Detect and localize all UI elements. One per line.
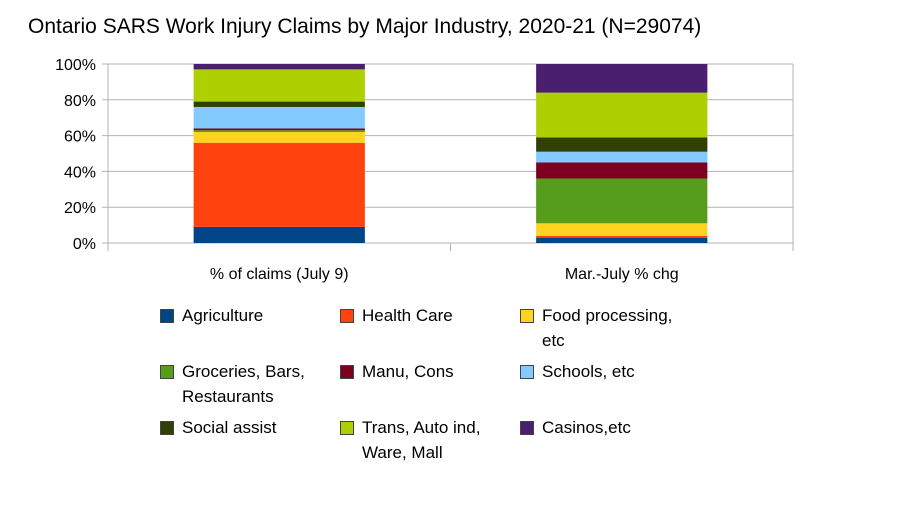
legend-swatch (160, 421, 174, 435)
legend-swatch (340, 309, 354, 323)
bar-segment (193, 101, 365, 107)
bar-segment (536, 162, 708, 179)
x-axis-ticks: % of claims (July 9) Mar.-July % chg (210, 266, 679, 283)
chart-title: Ontario SARS Work Injury Claims by Major… (28, 15, 702, 38)
x-tick-label: Mar.-July % chg (565, 266, 679, 283)
legend-entry: Trans, Auto ind, Ware, Mall (340, 415, 520, 465)
bar-segment (536, 92, 708, 138)
legend-label: Groceries, Bars, Restaurants (182, 362, 305, 406)
legend-label: Social assist (182, 418, 277, 437)
bar-segment (536, 151, 708, 163)
bar-segment (193, 128, 365, 131)
legend-entry: Social assist (160, 415, 340, 465)
legend-label: Casinos,etc (542, 418, 631, 437)
legend-swatch (340, 365, 354, 379)
legend-swatch (520, 365, 534, 379)
bar-segment (536, 178, 708, 224)
bar-segment (193, 226, 365, 243)
y-tick-label: 0% (73, 236, 96, 253)
bars (193, 64, 708, 243)
y-axis-ticks: 0% 20% 40% 60% 80% 100% (55, 57, 96, 253)
legend-entry: Agriculture (160, 303, 340, 353)
y-tick-label: 80% (64, 93, 96, 110)
bar-segment (536, 237, 708, 243)
legend-entry: Health Care (340, 303, 520, 353)
legend-entry: Food processing, etc (520, 303, 720, 353)
legend-label: Health Care (362, 306, 453, 325)
legend-label: Manu, Cons (362, 362, 454, 381)
legend-entry: Groceries, Bars, Restaurants (160, 359, 340, 409)
legend-swatch (340, 421, 354, 435)
bar-segment (193, 142, 365, 227)
y-tick-label: 40% (64, 164, 96, 181)
legend-entry: Casinos,etc (520, 415, 720, 465)
legend-label: Agriculture (182, 306, 264, 325)
x-tick-label: % of claims (July 9) (210, 266, 349, 283)
bar-segment (193, 106, 365, 129)
bar-segment (193, 64, 365, 70)
bar-segment (193, 69, 365, 102)
bar-segment (193, 132, 365, 143)
legend-entry: Manu, Cons (340, 359, 520, 409)
legend-swatch (520, 421, 534, 435)
legend-label: Trans, Auto ind, Ware, Mall (362, 418, 481, 462)
bar-segment (536, 137, 708, 152)
legend-label: Schools, etc (542, 362, 635, 381)
y-tick-label: 20% (64, 200, 96, 217)
y-tick-label: 60% (64, 129, 96, 146)
legend-label: Food processing, etc (542, 306, 673, 350)
legend-swatch (160, 309, 174, 323)
stacked-bar-chart: 0% 20% 40% 60% 80% 100% % of claims (July 9) M… (55, 57, 794, 283)
bar-segment (193, 130, 365, 133)
bar-segment (536, 223, 708, 236)
legend: Agriculture Health Care Food processing, e… (160, 303, 720, 465)
legend-swatch (520, 309, 534, 323)
bar-segment (536, 64, 708, 93)
legend-entry: Schools, etc (520, 359, 720, 409)
bar-segment (536, 235, 708, 238)
y-tick-label: 100% (55, 57, 96, 74)
legend-swatch (160, 365, 174, 379)
